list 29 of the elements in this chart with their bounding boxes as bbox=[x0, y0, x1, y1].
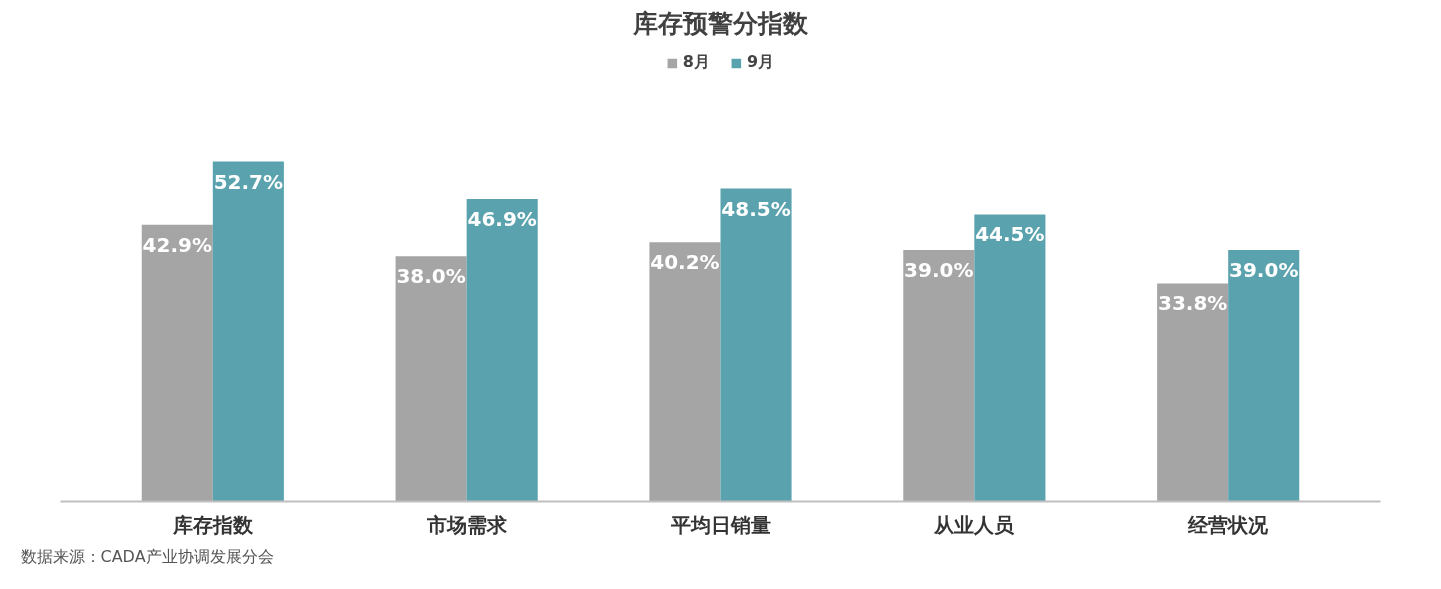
data-label: 52.7% bbox=[213, 169, 284, 194]
chart-title: 库存预警分指数 bbox=[632, 7, 809, 38]
data-label: 39.0% bbox=[904, 257, 974, 282]
bar bbox=[1157, 283, 1229, 502]
bar bbox=[395, 256, 467, 502]
data-label: 44.5% bbox=[975, 222, 1045, 247]
data-label: 48.5% bbox=[721, 196, 791, 221]
x-tick-label: 库存指数 bbox=[171, 512, 254, 537]
source-note: 数据来源：CADA产业协调发展分会 bbox=[20, 546, 274, 566]
x-tick-label: 从业人员 bbox=[933, 512, 1016, 537]
data-label: 42.9% bbox=[142, 232, 212, 257]
bar bbox=[466, 198, 538, 502]
bar bbox=[720, 188, 792, 502]
bar bbox=[141, 224, 213, 502]
x-tick-label: 经营状况 bbox=[1187, 512, 1270, 537]
x-tick-label: 市场需求 bbox=[425, 512, 508, 537]
data-label: 38.0% bbox=[396, 264, 466, 289]
bar bbox=[649, 242, 721, 502]
bar bbox=[903, 249, 975, 502]
data-label: 39.0% bbox=[1229, 257, 1299, 282]
legend-label: 8月 bbox=[682, 52, 710, 73]
data-label: 40.2% bbox=[650, 250, 720, 275]
legend-label: 9月 bbox=[747, 52, 775, 73]
data-label: 33.8% bbox=[1157, 291, 1228, 316]
x-tick-label: 平均日销量 bbox=[669, 512, 771, 537]
bar bbox=[974, 214, 1046, 502]
bar bbox=[1228, 249, 1300, 502]
bar bbox=[212, 161, 284, 502]
data-label: 46.9% bbox=[467, 206, 537, 231]
